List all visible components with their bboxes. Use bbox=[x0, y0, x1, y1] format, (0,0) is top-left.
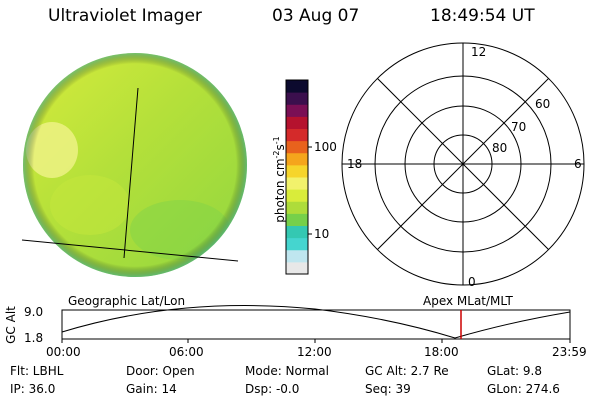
info-glat: GLat: 9.8 bbox=[487, 364, 542, 378]
altitude-curve bbox=[61, 305, 571, 339]
time-tick-1: 06:00 bbox=[169, 345, 204, 359]
color-bar-segment bbox=[286, 128, 308, 142]
color-bar-segment bbox=[286, 140, 308, 154]
time-tick-2: 12:00 bbox=[297, 345, 332, 359]
info-ip: IP: 36.0 bbox=[10, 382, 56, 396]
altitude-tick-bottom: 1.8 bbox=[24, 331, 44, 345]
color-bar-segment bbox=[286, 164, 308, 178]
info-dsp: Dsp: -0.0 bbox=[245, 382, 300, 396]
altitude-axis-label: GC Alt bbox=[3, 306, 18, 344]
time-tick-4: 23:59 bbox=[552, 345, 587, 359]
color-bar-segment bbox=[286, 189, 308, 202]
time-tick-0: 00:00 bbox=[46, 345, 81, 359]
lat-label-60: 60 bbox=[535, 97, 551, 111]
color-bar-segment bbox=[286, 92, 308, 105]
color-bar-tick-10: 10 bbox=[314, 227, 330, 241]
instrument-title: Ultraviolet Imager bbox=[48, 6, 202, 26]
time-tick-3: 18:00 bbox=[424, 345, 459, 359]
left-caption: Geographic Lat/Lon bbox=[68, 294, 186, 308]
clock-label-0: 0 bbox=[468, 275, 476, 289]
info-door: Door: Open bbox=[126, 364, 195, 378]
color-bar-segment bbox=[286, 80, 308, 93]
clock-label-12: 12 bbox=[471, 45, 487, 59]
color-bar bbox=[286, 80, 308, 275]
color-bar-tick-100: 100 bbox=[314, 140, 337, 154]
meridian-line bbox=[123, 87, 139, 259]
time-label: 18:49:54 UT bbox=[430, 6, 535, 26]
altitude-tick-top: 9.0 bbox=[24, 305, 44, 319]
color-bar-segment bbox=[286, 201, 308, 214]
color-bar-segment bbox=[286, 261, 308, 275]
polar-plot bbox=[341, 42, 585, 286]
lat-label-80: 80 bbox=[492, 141, 508, 155]
color-bar-segment bbox=[286, 116, 308, 129]
color-bar-frame bbox=[285, 79, 309, 275]
color-bar-segment bbox=[286, 152, 308, 166]
info-gain: Gain: 14 bbox=[126, 382, 177, 396]
right-caption: Apex MLat/MLT bbox=[423, 294, 513, 308]
color-bar-segment bbox=[286, 225, 308, 239]
info-glon: GLon: 274.6 bbox=[487, 382, 560, 396]
color-bar-segment bbox=[286, 249, 308, 263]
clock-label-18: 18 bbox=[347, 157, 363, 171]
lat-label-70: 70 bbox=[511, 120, 527, 134]
uv-image-disk bbox=[23, 53, 247, 277]
equator-line bbox=[21, 239, 239, 262]
color-bar-segment bbox=[286, 177, 308, 190]
info-flt: Flt: LBHL bbox=[10, 364, 64, 378]
info-seq: Seq: 39 bbox=[365, 382, 411, 396]
color-bar-segment bbox=[286, 104, 308, 117]
color-bar-label: photon cm-2s-1 bbox=[271, 136, 287, 223]
altitude-plot-frame bbox=[61, 309, 571, 340]
color-bar-segment bbox=[286, 237, 308, 251]
clock-label-6: 6 bbox=[574, 157, 582, 171]
info-gc-alt: GC Alt: 2.7 Re bbox=[365, 364, 449, 378]
info-mode: Mode: Normal bbox=[245, 364, 329, 378]
date-label: 03 Aug 07 bbox=[272, 6, 360, 26]
color-bar-segment bbox=[286, 213, 308, 226]
